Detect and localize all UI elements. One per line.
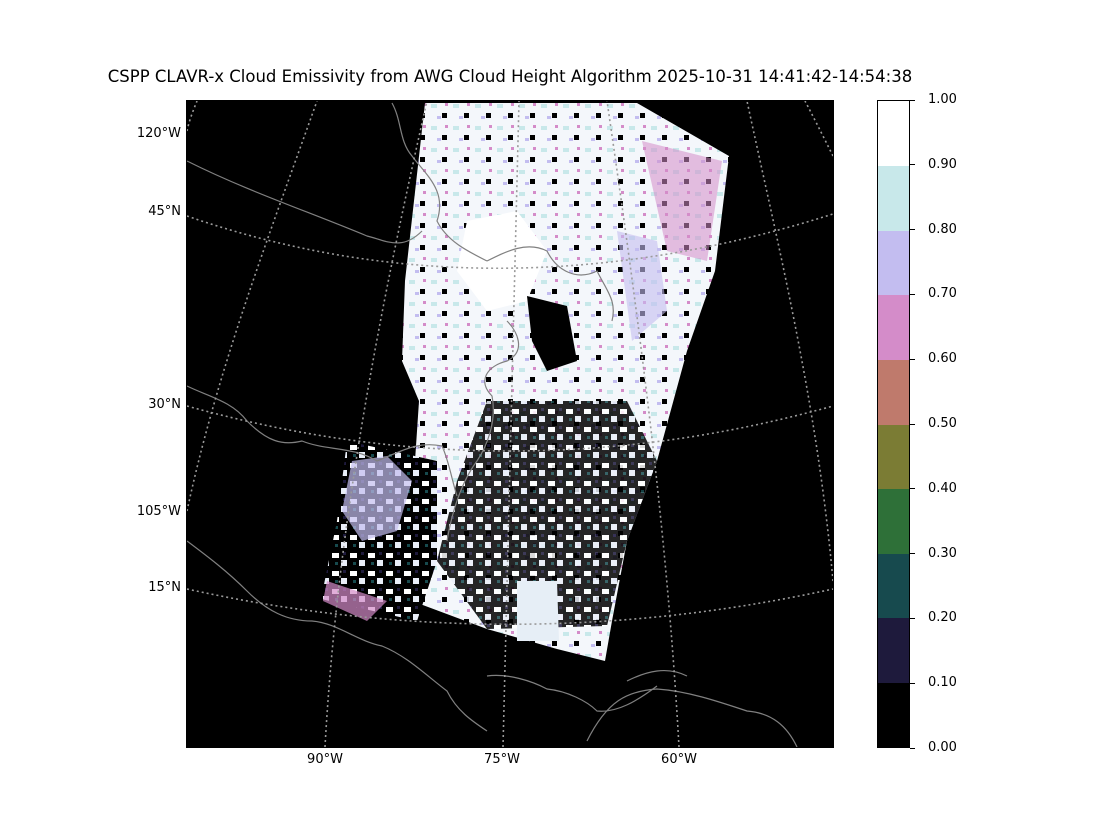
map-canvas — [187, 101, 833, 747]
colorbar-segment — [878, 424, 909, 490]
colorbar-segment — [878, 294, 909, 360]
colorbar-segment — [878, 617, 909, 683]
cloud-swath — [321, 103, 729, 661]
colorbar-tick-label: 0.80 — [928, 221, 957, 237]
lat-label-45n: 45°N — [148, 204, 181, 219]
colorbar-tick — [910, 553, 915, 555]
colorbar-tick — [910, 682, 915, 684]
colorbar-segment — [878, 553, 909, 619]
colorbar-tick-label: 0.00 — [928, 740, 957, 755]
colorbar-tick-label: 0.30 — [928, 545, 957, 561]
colorbar-tick-label: 1.00 — [928, 92, 957, 107]
colorbar-tick-label: 0.20 — [928, 610, 957, 626]
colorbar-tick-label: 0.50 — [928, 416, 957, 431]
colorbar-tick-label: 0.60 — [928, 351, 957, 367]
colorbar-tick-label: 0.10 — [928, 675, 957, 691]
colorbar-tick — [910, 229, 915, 231]
colorbar-tick-label: 0.40 — [928, 480, 957, 496]
colorbar-segment — [878, 230, 909, 296]
colorbar-tick — [910, 488, 915, 490]
map-panel[interactable] — [186, 100, 834, 748]
colorbar-segment — [878, 359, 909, 425]
colorbar-tick-label: 0.70 — [928, 286, 957, 302]
colorbar-tick — [910, 293, 915, 295]
lon-label-75w: 75°W — [484, 752, 520, 767]
colorbar-tick — [910, 423, 915, 425]
lat-label-30n: 30°N — [148, 397, 181, 412]
colorbar — [877, 100, 910, 748]
colorbar-segment — [878, 101, 909, 167]
coastlines — [187, 102, 798, 747]
plot-title: CSPP CLAVR-x Cloud Emissivity from AWG C… — [107, 67, 913, 86]
colorbar-tick — [910, 358, 915, 360]
colorbar-tick — [910, 99, 915, 101]
colorbar-segment — [878, 488, 909, 554]
colorbar-segment — [878, 682, 909, 747]
graticule — [187, 101, 833, 747]
lat-label-15n: 15°N — [148, 580, 181, 595]
lon-label-90w: 90°W — [307, 752, 343, 767]
lat-label-105w: 105°W — [136, 504, 181, 519]
colorbar-tick — [910, 747, 915, 749]
colorbar-tick — [910, 617, 915, 619]
colorbar-tick — [910, 164, 915, 166]
lat-label-120w: 120°W — [136, 126, 181, 141]
colorbar-segment — [878, 165, 909, 231]
colorbar-tick-label: 0.90 — [928, 156, 957, 172]
lon-label-60w: 60°W — [661, 752, 697, 767]
